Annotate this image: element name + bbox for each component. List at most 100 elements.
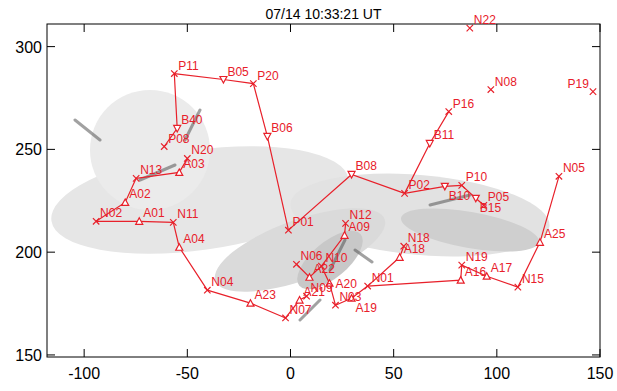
point-label: P16 xyxy=(453,97,475,111)
point-label: A19 xyxy=(356,301,378,315)
x-tick-label: 100 xyxy=(483,365,510,382)
marker xyxy=(264,133,271,140)
x-tick xyxy=(496,24,497,32)
y-tick-label: 200 xyxy=(15,244,42,261)
point-label: N08 xyxy=(495,75,517,89)
marker xyxy=(293,261,299,267)
point-label: B08 xyxy=(356,159,378,173)
marker xyxy=(133,175,139,181)
marker xyxy=(161,143,167,149)
marker xyxy=(136,218,143,225)
y-tick xyxy=(592,354,600,355)
x-tick xyxy=(187,24,188,32)
marker xyxy=(341,232,348,239)
connection-line xyxy=(96,221,173,222)
x-tick xyxy=(84,349,85,357)
marker xyxy=(515,284,521,290)
marker xyxy=(401,190,407,196)
marker xyxy=(590,88,596,94)
title: 07/14 10:33:21 UT xyxy=(266,6,382,22)
connection-line xyxy=(288,174,404,230)
marker xyxy=(459,182,465,188)
y-tick xyxy=(47,46,55,47)
marker xyxy=(171,70,177,76)
point-label: N01 xyxy=(372,271,394,285)
marker xyxy=(348,171,355,178)
data-layer xyxy=(93,25,596,321)
point-label: P11 xyxy=(178,59,199,73)
point-label: P20 xyxy=(257,69,279,83)
point-label: B15 xyxy=(480,201,502,215)
image-feature xyxy=(205,191,395,309)
point-label: B11 xyxy=(434,128,455,142)
x-tick xyxy=(600,24,601,32)
marker xyxy=(396,254,403,260)
point-label: N06 xyxy=(300,249,322,263)
point-label: N20 xyxy=(191,143,213,157)
point-label: P10 xyxy=(466,170,488,184)
point-label: N05 xyxy=(563,161,585,175)
connection-line xyxy=(405,112,449,194)
point-label: B10 xyxy=(449,189,471,203)
image-streak xyxy=(75,120,100,140)
image-background xyxy=(47,90,553,320)
point-label: A02 xyxy=(129,187,151,201)
x-tick xyxy=(290,24,291,32)
x-tick-label: 0 xyxy=(286,365,295,382)
marker xyxy=(204,287,210,293)
chart: -100-5005010015015020025030007/14 10:33:… xyxy=(0,0,617,391)
point-label: B06 xyxy=(271,121,293,135)
x-tick xyxy=(393,349,394,357)
y-tick xyxy=(592,252,600,253)
connection-line xyxy=(173,222,207,290)
point-label: N15 xyxy=(522,272,544,286)
point-label: P08 xyxy=(168,132,190,146)
marker xyxy=(282,315,288,321)
marker xyxy=(220,77,227,84)
marker xyxy=(426,140,433,147)
y-tick-label: 150 xyxy=(15,347,42,364)
background xyxy=(0,0,617,391)
image-streak xyxy=(355,250,372,262)
marker xyxy=(306,274,313,281)
x-tick xyxy=(600,349,601,357)
marker xyxy=(488,86,494,92)
marker xyxy=(247,300,254,307)
point-label: P02 xyxy=(409,178,431,192)
y-tick xyxy=(47,354,55,355)
image-feature xyxy=(288,220,372,299)
x-tick xyxy=(393,24,394,32)
point-label: B40 xyxy=(181,113,203,127)
y-tick-label: 250 xyxy=(15,141,42,158)
point-label: N11 xyxy=(177,207,198,221)
x-tick xyxy=(187,349,188,357)
x-tick-label: -100 xyxy=(68,365,100,382)
x-tick xyxy=(496,349,497,357)
marker xyxy=(556,173,562,179)
point-label: B05 xyxy=(227,65,249,79)
x-tick-label: -50 xyxy=(176,365,199,382)
marker xyxy=(332,302,338,308)
marker xyxy=(364,283,370,289)
marker xyxy=(93,218,99,224)
point-label: N07 xyxy=(290,303,312,317)
point-label: N19 xyxy=(466,250,488,264)
point-label: A22 xyxy=(313,262,335,276)
point-label: A21 xyxy=(304,285,326,299)
y-tick xyxy=(592,46,600,47)
marker xyxy=(457,277,464,284)
point-label: N04 xyxy=(211,275,233,289)
y-tick xyxy=(47,252,55,253)
marker xyxy=(122,199,129,206)
marker xyxy=(176,244,183,251)
point-label: P01 xyxy=(292,215,314,229)
point-label: A18 xyxy=(404,242,426,256)
y-tick xyxy=(592,149,600,150)
point-label: A23 xyxy=(254,288,276,302)
connection-line xyxy=(368,246,404,286)
point-label: A04 xyxy=(183,232,205,246)
x-tick-label: 150 xyxy=(587,365,614,382)
marker xyxy=(467,25,473,31)
marker xyxy=(472,195,479,202)
connection-line xyxy=(368,265,462,286)
